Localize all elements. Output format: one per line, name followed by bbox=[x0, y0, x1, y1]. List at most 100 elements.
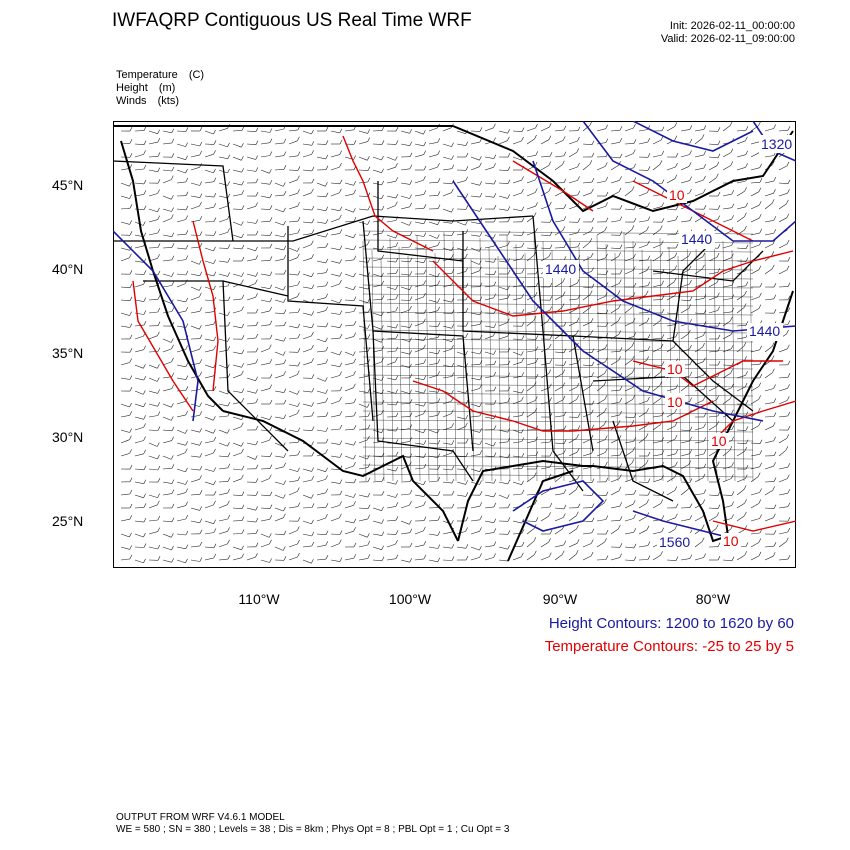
wind-barb bbox=[442, 531, 452, 535]
contour-label-group: 1440 1440 1440 1320 1560 10 10 10 10 10 bbox=[543, 135, 795, 551]
wind-barb bbox=[484, 335, 494, 340]
wind-barb bbox=[512, 493, 522, 496]
wind-barb bbox=[778, 400, 788, 405]
wind-barb-flag bbox=[199, 529, 203, 534]
wind-barb-flag bbox=[731, 425, 735, 430]
wind-barb bbox=[176, 143, 186, 147]
wind-barb bbox=[218, 364, 228, 369]
wind-barb-flag bbox=[283, 309, 287, 314]
wind-barb bbox=[428, 533, 438, 536]
wind-barb bbox=[330, 260, 340, 264]
wind-barb-flag bbox=[590, 551, 594, 557]
wind-barb bbox=[568, 205, 578, 210]
wind-barb-flag bbox=[633, 217, 637, 223]
wind-barb-flag bbox=[395, 346, 399, 352]
wind-barb bbox=[288, 155, 298, 158]
wind-barb bbox=[316, 208, 326, 212]
wind-barb-flag bbox=[772, 368, 775, 373]
wind-barb-flag bbox=[619, 138, 623, 143]
wind-barb bbox=[372, 390, 382, 395]
wind-barb-flag bbox=[604, 395, 608, 400]
wind-barb-flag bbox=[143, 270, 147, 275]
wind-barb-flag bbox=[745, 464, 749, 470]
wind-barb-flag bbox=[647, 491, 651, 496]
map-frame bbox=[113, 121, 796, 568]
wind-barb bbox=[274, 312, 285, 314]
wind-barb bbox=[470, 403, 480, 408]
wind-barb-flag bbox=[311, 150, 314, 155]
wind-barb-flag bbox=[716, 421, 719, 426]
wind-barb-flag bbox=[534, 408, 537, 413]
wind-barb bbox=[344, 208, 354, 213]
wind-barb-flag bbox=[703, 331, 706, 336]
wind-barb bbox=[596, 452, 606, 457]
wind-barb bbox=[428, 375, 438, 379]
wind-barb-flag bbox=[367, 424, 371, 429]
wind-barb-flag bbox=[255, 178, 259, 183]
wind-barb-flag bbox=[171, 243, 175, 248]
wind-barb bbox=[484, 442, 494, 447]
county-line bbox=[614, 252, 619, 482]
wind-barb bbox=[260, 234, 271, 236]
county-line bbox=[380, 258, 385, 482]
wind-barb bbox=[176, 233, 187, 236]
wind-barb bbox=[344, 455, 354, 460]
wind-barb bbox=[162, 142, 172, 145]
wind-barb bbox=[750, 542, 759, 548]
wind-barb-flag bbox=[297, 175, 300, 180]
wind-barb bbox=[596, 502, 605, 509]
wind-barb bbox=[750, 399, 759, 405]
county-line bbox=[362, 257, 754, 262]
wind-barb-flag bbox=[129, 348, 133, 353]
wind-barb-flag bbox=[395, 400, 399, 406]
wind-barb bbox=[764, 517, 774, 522]
wind-barb bbox=[778, 558, 789, 561]
wind-barb-flag bbox=[548, 512, 551, 517]
wind-barb bbox=[652, 503, 661, 509]
wind-barb-flag bbox=[493, 360, 497, 365]
wind-barb bbox=[624, 208, 635, 211]
wind-barb-flag bbox=[423, 318, 426, 323]
wind-barb-flag bbox=[562, 395, 566, 401]
wind-barb-flag bbox=[661, 240, 664, 245]
wind-barb bbox=[470, 468, 480, 472]
wind-barb-flag bbox=[548, 538, 551, 543]
wind-barb-flag bbox=[129, 194, 132, 199]
wind-barb-flag bbox=[311, 531, 315, 537]
wind-barb-flag bbox=[255, 376, 258, 381]
wind-barb-flag bbox=[423, 175, 426, 181]
wind-barb-flag bbox=[353, 441, 356, 446]
wind-barb bbox=[638, 230, 647, 236]
wind-barb bbox=[134, 299, 144, 302]
wind-barb bbox=[330, 273, 340, 277]
wind-barb-flag bbox=[744, 447, 747, 452]
variable-unit: (kts) bbox=[157, 95, 180, 107]
wind-barb-flag bbox=[787, 517, 791, 522]
wind-barb-flag bbox=[702, 473, 706, 479]
wind-barb-flag bbox=[409, 323, 413, 328]
wind-barb-flag bbox=[493, 479, 497, 484]
wind-barb-flag bbox=[353, 370, 356, 376]
wind-barb bbox=[526, 179, 536, 184]
wind-barb bbox=[288, 390, 298, 395]
wind-barb-flag bbox=[787, 502, 791, 507]
wind-barb-flag bbox=[423, 336, 427, 341]
wind-barb bbox=[750, 191, 760, 197]
wind-barb bbox=[708, 425, 717, 431]
wind-barb-flag bbox=[199, 231, 203, 236]
wind-barb bbox=[274, 494, 284, 499]
wind-barb bbox=[526, 255, 535, 262]
wind-barb-flag bbox=[563, 540, 567, 546]
wind-barb-flag bbox=[451, 556, 455, 561]
wind-barb bbox=[162, 348, 172, 353]
wind-barb-flag bbox=[325, 154, 329, 160]
wind-barb-flag bbox=[171, 195, 174, 200]
wind-barb-flag bbox=[703, 321, 707, 326]
wind-barb-flag bbox=[633, 243, 637, 248]
variable-name: Height bbox=[116, 82, 148, 94]
wind-barb bbox=[162, 559, 172, 563]
wind-barb-flag bbox=[199, 150, 203, 156]
wind-barb-flag bbox=[745, 411, 749, 416]
wind-barb-flag bbox=[633, 163, 636, 168]
wind-barb bbox=[400, 532, 410, 535]
